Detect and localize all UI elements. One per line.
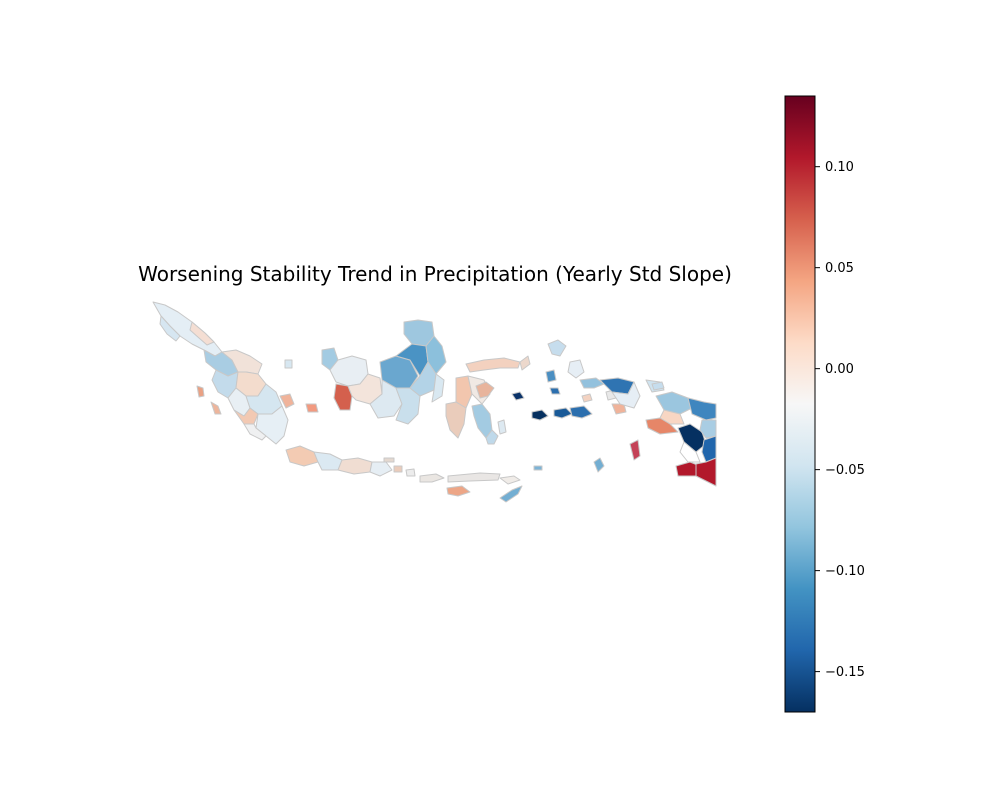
island-obi (579, 377, 605, 389)
region-kalimantan-south (395, 387, 421, 425)
region-java-central (337, 457, 373, 475)
region-papua-east-central (701, 435, 717, 463)
island-madura (383, 457, 395, 463)
region-java-west-central (313, 451, 343, 471)
colorbar-tick-label: −0.10 (825, 564, 865, 579)
region-papua-south (695, 457, 717, 487)
choropleth-map (152, 301, 717, 503)
island-buton (497, 419, 507, 435)
colorbar-tick-label: 0.00 (825, 362, 854, 377)
region-timor (499, 485, 523, 503)
island-seram (569, 405, 593, 419)
colorbar-tick-label: 0.10 (825, 160, 854, 175)
region-papua-cenderawasih (655, 391, 693, 415)
map-title: Worsening Stability Trend in Precipitati… (138, 262, 732, 286)
region-sumatra-north-east (189, 321, 215, 346)
island-bali (393, 465, 403, 473)
region-sulawesi-south-east (471, 403, 493, 439)
colorbar-tick-label: −0.15 (825, 665, 865, 680)
region-sulawesi-north-tip (519, 355, 531, 371)
island-tanimbar (533, 465, 543, 471)
island-mentawai (210, 401, 222, 415)
region-sulawesi-south (445, 401, 467, 439)
island-halmahera-west (545, 369, 557, 383)
island-sanana (549, 387, 561, 395)
region-lombok (405, 468, 416, 477)
region-sulawesi-central-east (475, 381, 495, 399)
island-buru (531, 409, 549, 421)
colorbar-tick-label: −0.05 (825, 463, 865, 478)
island-bangka (279, 393, 295, 409)
colorbar-gradient (784, 95, 816, 713)
region-papua-north (687, 397, 717, 421)
island-nias (196, 385, 205, 398)
island-seram-west (553, 407, 573, 419)
region-kalimantan-east-coast (431, 373, 445, 403)
region-timor-west (499, 475, 521, 485)
island-aru (629, 439, 641, 461)
colorbar-tick-label: 0.05 (825, 261, 854, 276)
region-papua-mimika (645, 417, 679, 435)
region-papua-highland (699, 419, 717, 439)
colorbar: 0.10 0.05 0.00 −0.05 −0.10 −0.15 (784, 95, 865, 713)
island-kei (593, 457, 605, 473)
region-sulawesi-central-west (455, 375, 473, 409)
region-papua-south-central (679, 441, 701, 463)
region-sulawesi-north-arm (465, 357, 521, 373)
region-sulawesi-south-east-tip (485, 429, 499, 445)
region-java-west (285, 445, 319, 467)
region-sumatra-south-tip (243, 423, 267, 441)
island-sula (547, 339, 567, 357)
region-sumba (446, 485, 471, 497)
region-sumatra-aceh-west (159, 315, 181, 342)
region-flores (447, 472, 501, 483)
island-riau-small (284, 359, 293, 369)
region-java-east (369, 461, 393, 477)
region-papua-fakfak (659, 409, 685, 425)
island-halmahera-north (567, 359, 585, 379)
island-taliabu (511, 391, 525, 401)
region-sumbawa (419, 473, 445, 483)
island-yapen (651, 381, 665, 391)
island-belitung (305, 403, 319, 413)
island-banda (581, 393, 593, 403)
region-papua-bird-head-west (611, 381, 641, 409)
colorbar-ticks: 0.10 0.05 0.00 −0.05 −0.10 −0.15 (815, 160, 865, 680)
